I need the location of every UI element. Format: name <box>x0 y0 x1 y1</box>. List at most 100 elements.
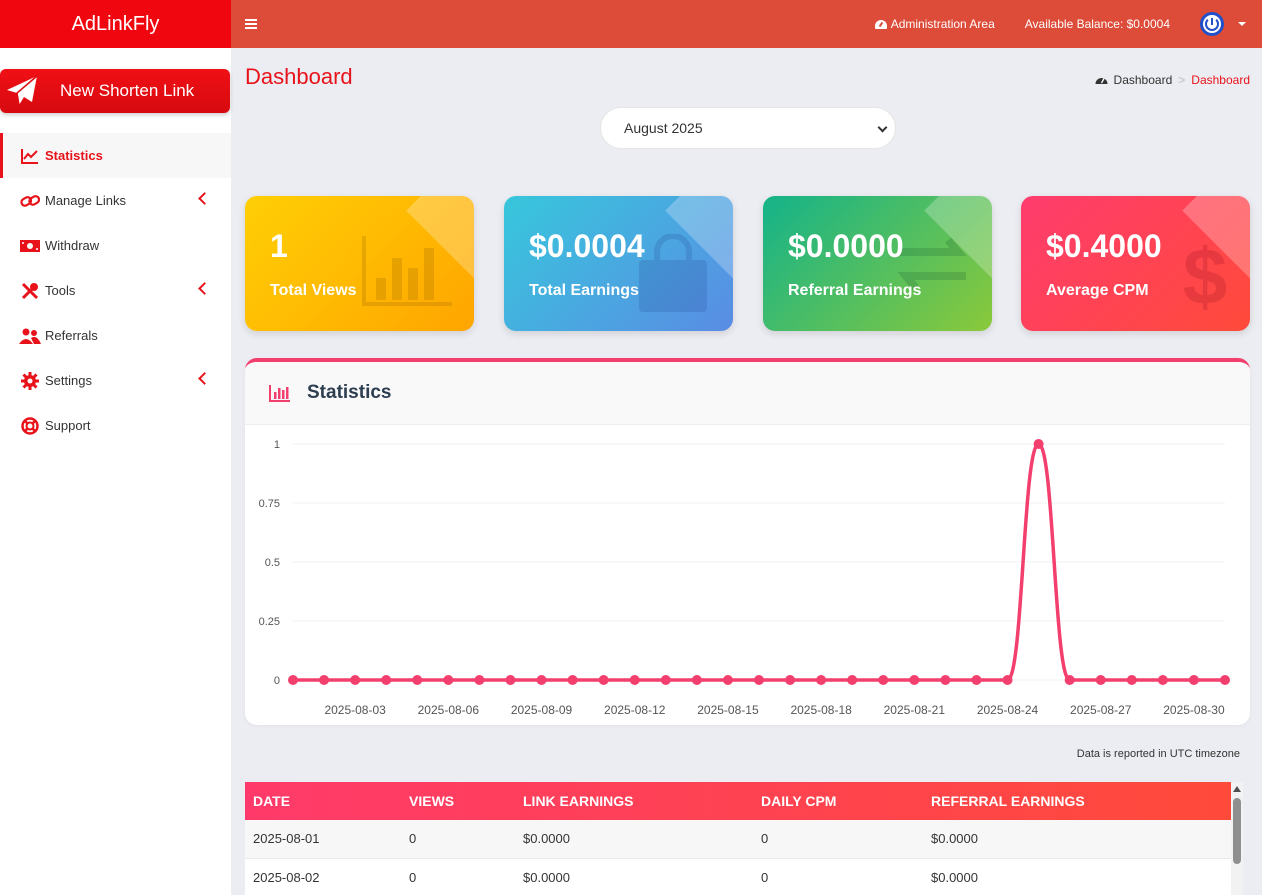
top-right-nav: Administration Area Available Balance: $… <box>874 12 1262 36</box>
sidebar-item-referrals[interactable]: Referrals <box>0 313 231 358</box>
cell-views: 0 <box>401 820 515 859</box>
total-views-card: 1 Total Views <box>245 196 474 331</box>
dollar-icon: $ <box>1183 234 1228 318</box>
x-tick-label: 2025-08-24 <box>977 703 1039 717</box>
sidebar-item-withdraw[interactable]: Withdraw <box>0 223 231 268</box>
scrollbar-thumb[interactable] <box>1233 798 1241 864</box>
utc-timezone-note: Data is reported in UTC timezone <box>1076 748 1240 760</box>
column-header-views[interactable]: VIEWS <box>409 793 455 809</box>
card-label: Referral Earnings <box>788 282 922 299</box>
cell-daily-cpm: 0 <box>753 858 923 895</box>
card-label: Average CPM <box>1046 282 1149 299</box>
chevron-left-icon <box>198 192 211 205</box>
data-point <box>660 675 671 685</box>
cell-link-earnings: $0.0000 <box>515 820 753 859</box>
x-tick-label: 2025-08-09 <box>511 703 573 717</box>
table-row: 2025-08-02 0 $0.0000 0 $0.0000 <box>245 858 1235 895</box>
data-point <box>505 675 516 685</box>
main-content: Dashboard Dashboard > Dashboard August 2… <box>231 48 1262 895</box>
total-earnings-card: $0.0004 Total Earnings <box>504 196 733 331</box>
data-point <box>754 675 764 685</box>
sidebar: New Shorten Link Statistics Manage Links… <box>0 48 231 895</box>
x-tick-label: 2025-08-03 <box>324 703 386 717</box>
column-header-date[interactable]: DATE <box>253 793 291 809</box>
data-point <box>1064 675 1075 685</box>
breadcrumb-separator: > <box>1178 73 1186 87</box>
card-value: $0.4000 <box>1046 228 1162 264</box>
sidebar-item-tools[interactable]: Tools <box>0 268 231 313</box>
sidebar-item-label: Tools <box>45 283 76 298</box>
breadcrumb-current: Dashboard <box>1191 73 1250 87</box>
sidebar-item-label: Settings <box>45 373 92 388</box>
statistics-panel: Statistics 0 0.25 0.5 0.75 1 2025-08-03 2025-0… <box>245 358 1250 725</box>
sidebar-item-manage-links[interactable]: Manage Links <box>0 178 231 223</box>
x-tick-label: 2025-08-12 <box>604 703 666 717</box>
panel-title: Statistics <box>307 382 392 403</box>
dashboard-gauge-icon <box>1095 78 1108 84</box>
breadcrumb-home-link[interactable]: Dashboard <box>1113 73 1173 87</box>
x-tick-label: 2025-08-15 <box>697 703 759 717</box>
y-tick-label: 0.75 <box>259 498 280 510</box>
sidebar-menu: Statistics Manage Links Withdraw Tools <box>0 133 231 448</box>
data-point <box>1220 675 1230 685</box>
data-point <box>816 675 827 685</box>
chevron-left-icon <box>198 282 211 295</box>
month-select[interactable]: August 2025 <box>600 107 896 149</box>
table-row: 2025-08-01 0 $0.0000 0 $0.0000 <box>245 820 1235 859</box>
data-point <box>847 675 858 685</box>
data-point <box>1095 675 1106 685</box>
cell-date: 2025-08-02 <box>245 858 401 895</box>
money-icon <box>19 236 41 256</box>
average-cpm-card: $ $0.4000 Average CPM <box>1021 196 1250 331</box>
menu-toggle-icon[interactable] <box>231 0 271 48</box>
administration-area-label: Administration Area <box>890 17 995 31</box>
data-point <box>567 675 578 685</box>
data-point <box>909 675 920 685</box>
column-header-link-earnings[interactable]: LINK EARNINGS <box>523 793 634 809</box>
data-point <box>381 675 392 685</box>
table-header-row: DATE VIEWS LINK EARNINGS DAILY CPM REFER… <box>245 782 1235 820</box>
new-shorten-link-button[interactable]: New Shorten Link <box>0 69 230 113</box>
cell-referral-earnings: $0.0000 <box>923 820 1235 859</box>
referral-earnings-card: $0.0000 Referral Earnings <box>763 196 992 331</box>
data-point <box>940 675 951 685</box>
data-point <box>1033 439 1044 449</box>
data-point <box>971 675 982 685</box>
data-point <box>1157 675 1168 685</box>
sidebar-item-label: Referrals <box>45 328 98 343</box>
x-tick-label: 2025-08-18 <box>790 703 852 717</box>
sidebar-item-label: Withdraw <box>45 238 100 253</box>
cell-link-earnings: $0.0000 <box>515 858 753 895</box>
card-value: 1 <box>270 228 288 264</box>
data-point <box>785 675 796 685</box>
scroll-up-arrow-icon[interactable] <box>1233 786 1241 792</box>
user-avatar[interactable] <box>1200 12 1224 36</box>
chevron-left-icon <box>198 372 211 385</box>
sidebar-item-support[interactable]: Support <box>0 403 231 448</box>
page-title: Dashboard <box>245 64 353 89</box>
data-point <box>536 675 547 685</box>
bar-chart-icon <box>269 385 290 402</box>
available-balance: Available Balance: $0.0004 <box>1024 17 1170 31</box>
data-point <box>1002 675 1013 685</box>
life-ring-icon <box>19 416 41 436</box>
y-tick-label: 0.5 <box>265 557 280 569</box>
card-value: $0.0000 <box>788 228 904 264</box>
brand-logo[interactable]: AdLinkFly <box>0 0 231 48</box>
card-label: Total Views <box>270 282 357 299</box>
data-point <box>350 675 361 685</box>
column-header-referral-earnings[interactable]: REFERRAL EARNINGS <box>931 793 1085 809</box>
data-point <box>288 675 298 685</box>
table-scrollbar[interactable] <box>1231 782 1243 895</box>
sidebar-item-label: Manage Links <box>45 193 126 208</box>
column-header-daily-cpm[interactable]: DAILY CPM <box>761 793 837 809</box>
sidebar-item-statistics[interactable]: Statistics <box>0 133 231 178</box>
card-value: $0.0004 <box>529 228 645 264</box>
administration-area-link[interactable]: Administration Area <box>874 17 995 31</box>
y-tick-label: 0.25 <box>259 616 280 628</box>
sidebar-item-settings[interactable]: Settings <box>0 358 231 403</box>
data-point <box>1126 675 1137 685</box>
user-menu-caret-icon[interactable] <box>1238 22 1246 26</box>
data-point <box>319 675 330 685</box>
sidebar-item-label: Support <box>45 418 91 433</box>
